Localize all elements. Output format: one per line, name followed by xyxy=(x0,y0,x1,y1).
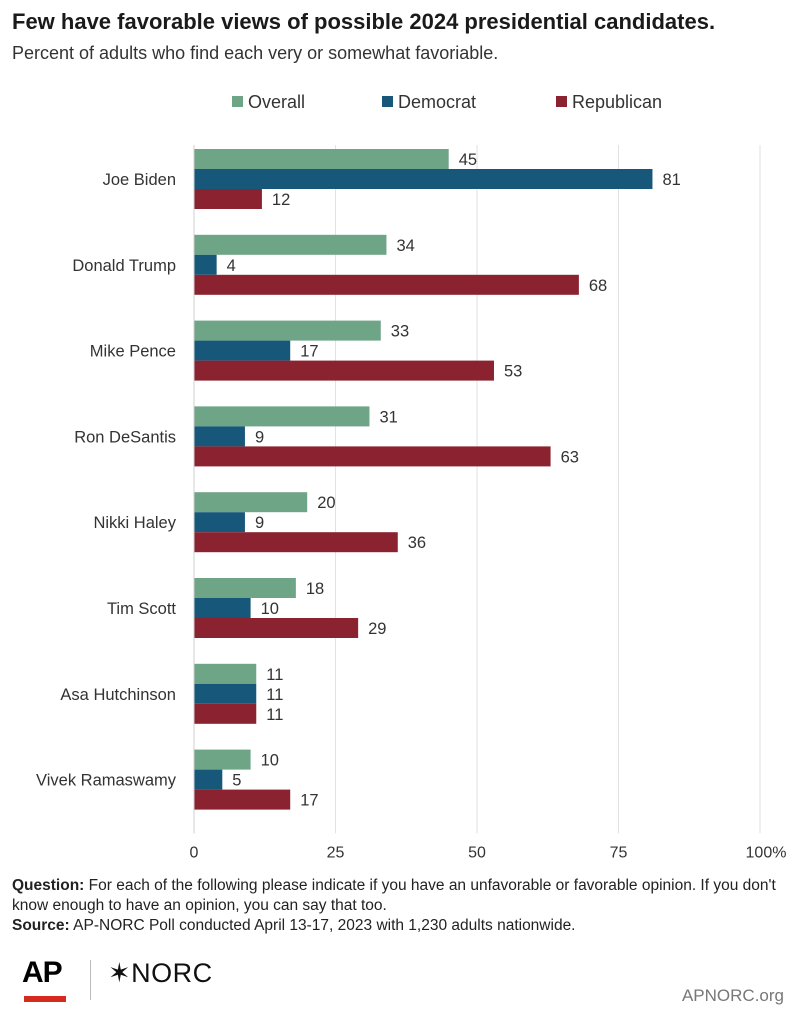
bar-republican xyxy=(194,360,494,381)
bar-overall xyxy=(194,234,387,255)
legend-label-democrat: Democrat xyxy=(398,92,476,112)
bar-republican xyxy=(194,446,551,467)
data-label-democrat: 81 xyxy=(662,171,680,189)
question-label: Question: xyxy=(12,877,85,894)
x-tick-label: 75 xyxy=(610,844,628,861)
logo-divider xyxy=(90,960,91,1000)
bar-democrat xyxy=(194,769,223,790)
data-label-overall: 34 xyxy=(396,237,414,255)
question-note: Question: For each of the following plea… xyxy=(12,876,782,916)
bar-republican xyxy=(194,618,359,638)
bar-republican xyxy=(194,703,257,724)
bar-overall xyxy=(194,663,257,684)
bar-democrat xyxy=(194,598,251,618)
ap-logo-bar xyxy=(24,996,66,1002)
data-label-overall: 11 xyxy=(266,666,283,684)
bar-overall xyxy=(194,578,296,598)
bar-democrat xyxy=(194,254,217,275)
bar-republican xyxy=(194,532,398,553)
ap-logo: AP xyxy=(22,956,63,989)
source-label: Source: xyxy=(12,917,70,934)
legend-swatch-overall xyxy=(232,96,243,107)
chart-notes: Question: For each of the following plea… xyxy=(12,876,782,936)
category-label: Mike Pence xyxy=(90,343,176,361)
data-label-republican: 29 xyxy=(368,620,386,638)
bar-overall xyxy=(194,492,308,513)
category-label: Asa Hutchinson xyxy=(60,686,176,704)
x-tick-label: 0 xyxy=(190,844,199,861)
bar-overall xyxy=(194,149,449,169)
data-label-republican: 53 xyxy=(504,363,522,381)
data-label-democrat: 5 xyxy=(232,772,241,790)
bar-chart: Overall Democrat Republican 0 25 50 75 100% Joe … xyxy=(36,92,787,861)
bar-republican xyxy=(194,274,579,295)
category-label: Joe Biden xyxy=(103,171,176,189)
source-text: AP-NORC Poll conducted April 13-17, 2023… xyxy=(69,917,576,934)
category-label: Tim Scott xyxy=(107,600,176,618)
data-label-democrat: 9 xyxy=(255,514,264,532)
data-label-democrat: 10 xyxy=(261,600,279,618)
norc-logo: ✶NORC xyxy=(108,958,213,988)
legend-swatch-republican xyxy=(556,96,567,107)
logos: AP ✶NORC xyxy=(18,956,278,1006)
category-label: Ron DeSantis xyxy=(74,428,176,446)
data-label-democrat: 17 xyxy=(300,343,318,361)
legend-swatch-democrat xyxy=(382,96,393,107)
chart-title: Few have favorable views of possible 202… xyxy=(12,9,716,34)
site-url: APNORC.org xyxy=(681,986,784,1005)
data-label-democrat: 4 xyxy=(227,257,236,275)
bar-overall xyxy=(194,406,370,427)
data-label-overall: 45 xyxy=(459,151,477,169)
x-tick-label: 50 xyxy=(468,844,486,861)
data-label-republican: 36 xyxy=(408,534,426,552)
data-label-republican: 17 xyxy=(300,792,318,810)
data-label-overall: 31 xyxy=(379,408,397,426)
category-label: Donald Trump xyxy=(72,257,176,275)
bar-democrat xyxy=(194,169,653,189)
bar-overall xyxy=(194,749,251,770)
data-label-democrat: 9 xyxy=(255,428,264,446)
bar-democrat xyxy=(194,426,245,447)
bar-republican xyxy=(194,789,291,810)
bar-overall xyxy=(194,320,381,341)
category-label: Vivek Ramaswamy xyxy=(36,772,177,790)
bar-republican xyxy=(194,189,262,209)
chart-subtitle: Percent of adults who find each very or … xyxy=(12,43,499,63)
data-label-republican: 11 xyxy=(266,706,283,724)
question-text: For each of the following please indicat… xyxy=(12,877,776,914)
x-tick-label: 100% xyxy=(746,844,787,861)
data-label-democrat: 11 xyxy=(266,686,283,704)
data-label-overall: 18 xyxy=(306,580,324,598)
data-label-republican: 63 xyxy=(561,448,579,466)
bar-democrat xyxy=(194,683,257,704)
bar-democrat xyxy=(194,340,291,361)
data-label-overall: 20 xyxy=(317,494,335,512)
data-label-overall: 10 xyxy=(261,752,279,770)
data-label-republican: 12 xyxy=(272,191,290,209)
legend-label-overall: Overall xyxy=(248,92,305,112)
category-label: Nikki Haley xyxy=(93,514,176,532)
bar-democrat xyxy=(194,512,245,533)
x-tick-label: 25 xyxy=(327,844,345,861)
source-note: Source: AP-NORC Poll conducted April 13-… xyxy=(12,916,782,936)
legend-label-republican: Republican xyxy=(572,92,662,112)
data-label-republican: 68 xyxy=(589,277,607,295)
data-label-overall: 33 xyxy=(391,323,409,341)
